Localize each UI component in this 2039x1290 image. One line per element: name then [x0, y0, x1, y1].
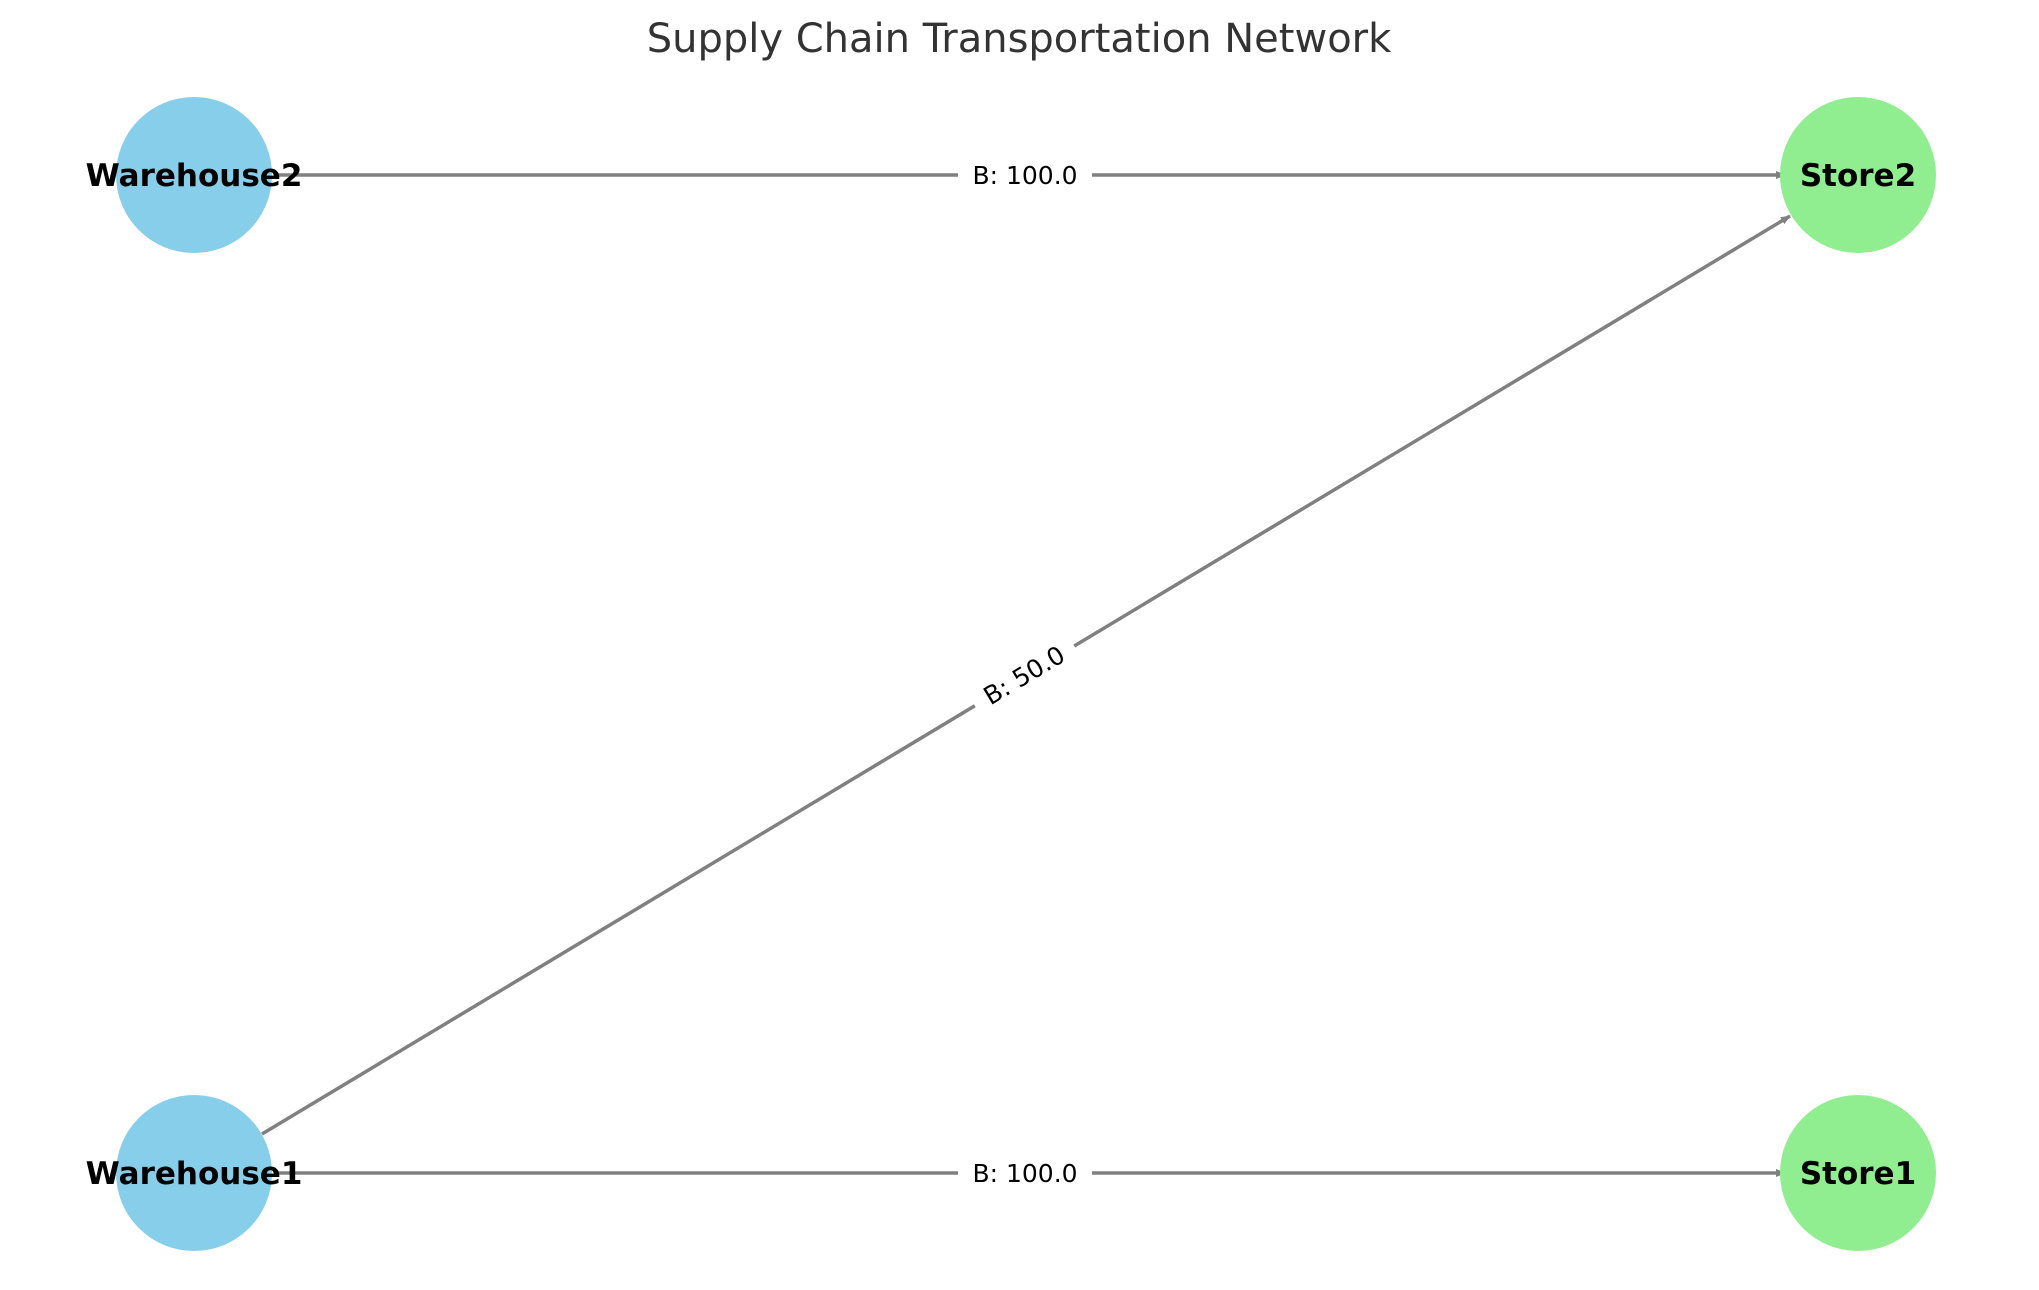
edge-warehouse2-store2: B: 100.0: [274, 160, 1786, 192]
edge-label: B: 100.0: [972, 161, 1077, 190]
edge-warehouse1-store2: B: 50.0: [261, 214, 1791, 1136]
node-store2: Store2: [1780, 97, 1936, 253]
node-label: Warehouse2: [86, 158, 303, 194]
edge-label: B: 100.0: [972, 1159, 1077, 1188]
node-label: Store2: [1800, 158, 1916, 194]
diagram-title: Supply Chain Transportation Network: [647, 16, 1392, 62]
node-label: Store1: [1800, 1156, 1916, 1192]
node-warehouse2: Warehouse2: [86, 97, 303, 253]
node-warehouse1: Warehouse1: [86, 1095, 303, 1251]
node-store1: Store1: [1780, 1095, 1936, 1251]
edge-warehouse1-store1: B: 100.0: [274, 1158, 1786, 1190]
node-label: Warehouse1: [86, 1156, 303, 1192]
